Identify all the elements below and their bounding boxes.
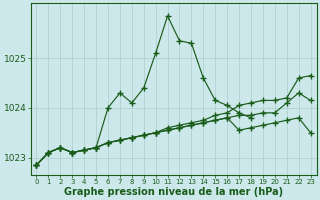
X-axis label: Graphe pression niveau de la mer (hPa): Graphe pression niveau de la mer (hPa) — [64, 187, 283, 197]
